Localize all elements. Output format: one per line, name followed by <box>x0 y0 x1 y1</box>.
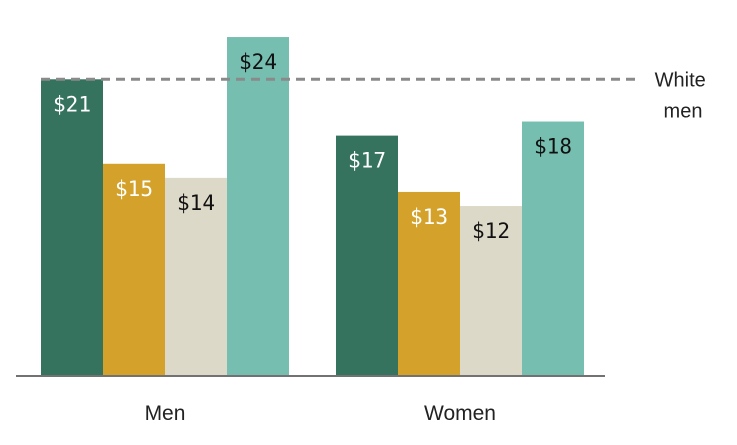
bar-men-3 <box>165 177 227 375</box>
bar-men-2 <box>103 163 165 375</box>
data-label-women-4: $18 <box>534 135 572 159</box>
data-label-women-1: $17 <box>348 149 386 173</box>
x-tick-label-women: Women <box>424 402 496 425</box>
bar-women-4 <box>522 121 584 375</box>
reference-label-line-1: White <box>655 69 706 91</box>
bar-women-3 <box>460 206 522 375</box>
data-label-men-4: $24 <box>239 50 277 74</box>
data-label-men-2: $15 <box>115 177 153 201</box>
reference-line-label: White men <box>655 69 712 122</box>
data-label-women-3: $12 <box>472 219 510 243</box>
bar-women-1 <box>336 135 398 375</box>
bar-women-2 <box>398 191 460 375</box>
data-label-women-2: $13 <box>410 205 448 229</box>
bar-men-4 <box>227 37 289 375</box>
reference-label-line-2: men <box>664 100 703 122</box>
data-label-men-3: $14 <box>177 191 215 215</box>
data-label-group: $21 $15 $14 $24 $17 $13 $12 $18 <box>53 50 572 243</box>
bar-group <box>41 37 584 376</box>
x-tick-label-men: Men <box>145 402 186 425</box>
data-label-men-1: $21 <box>53 92 91 116</box>
bar-men-1 <box>41 79 103 376</box>
